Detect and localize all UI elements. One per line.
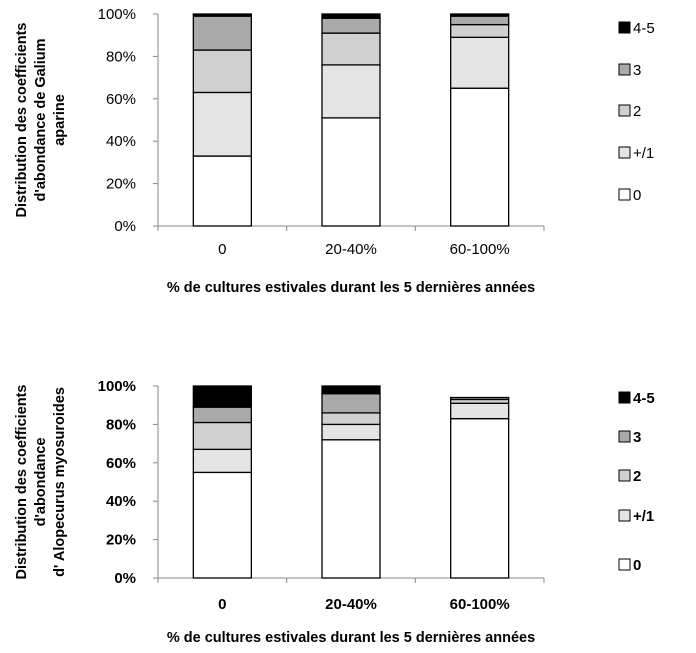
legend-label: 3 (633, 62, 641, 79)
bar-segment (321, 32, 381, 66)
bar-segment (321, 393, 381, 414)
legend-swatch (618, 104, 631, 117)
legend-swatch (618, 469, 631, 482)
legend-swatch (618, 509, 631, 522)
legend-label: 4-5 (633, 390, 655, 407)
legend-swatch (618, 63, 631, 76)
legend-label: 0 (633, 187, 641, 204)
y-tick-label: 100% (98, 6, 136, 23)
legend-label: 2 (633, 468, 641, 485)
legend-label: 3 (633, 429, 641, 446)
legend-label: 2 (633, 103, 641, 120)
bar-segment (192, 91, 252, 157)
bar-segment (192, 385, 252, 408)
bar-segment (450, 417, 510, 579)
x-axis-label: % de cultures estivales durant les 5 der… (167, 280, 535, 296)
bar-segment (192, 406, 252, 424)
y-tick-label: 0% (114, 218, 136, 235)
chart-galium-aparine: 0% 20% 40% 60% 80% 100% 0 20-40% 60-100% % de cul… (14, 6, 655, 296)
bar-segment (450, 15, 510, 26)
bar-segment (192, 15, 252, 51)
legend-swatch (618, 188, 631, 201)
bar-segment (450, 36, 510, 89)
bar-segment (192, 13, 252, 17)
chart-alopecurus-myosuroides: 0% 20% 40% 60% 80% 100% 0 20-40% 60-100% % de cul… (14, 378, 655, 646)
bar-segment (321, 385, 381, 395)
legend-swatch (618, 430, 631, 443)
y-axis-label: Distribution des coefficients (14, 385, 30, 580)
y-tick-label: 60% (106, 455, 136, 472)
bar-segment (321, 117, 381, 227)
y-tick-label: 80% (106, 416, 136, 433)
bar-segment (192, 49, 252, 94)
bar-segment (450, 396, 510, 401)
bar-segment (321, 17, 381, 34)
y-axis-label: d'abondance (33, 438, 49, 527)
bar-segment (450, 402, 510, 420)
legend-label: 0 (633, 557, 641, 574)
legend-label: +/1 (633, 508, 654, 525)
y-tick-label: 20% (106, 532, 136, 549)
x-tick-label: 0 (218, 241, 226, 258)
bar-segment (321, 439, 381, 579)
x-tick-label: 20-40% (325, 596, 377, 613)
bar-segment (321, 412, 381, 426)
bar-segment (321, 13, 381, 19)
legend-swatch (618, 391, 631, 404)
legend-swatch (618, 146, 631, 159)
bar-segment (450, 13, 510, 17)
x-tick-label: 0 (218, 596, 226, 613)
y-tick-label: 80% (106, 48, 136, 65)
y-tick-label: 20% (106, 176, 136, 193)
bar-segment (192, 471, 252, 579)
bar-segment (192, 155, 252, 227)
y-tick-label: 40% (106, 133, 136, 150)
legend-swatch (618, 558, 631, 571)
x-tick-label: 60-100% (450, 596, 510, 613)
y-axis-label: Distribution des coefficients (14, 23, 30, 218)
legend-swatch (618, 21, 631, 34)
y-axis-label: aparine (52, 94, 68, 146)
x-tick-label: 60-100% (450, 241, 510, 258)
y-tick-label: 40% (106, 493, 136, 510)
bar-segment (321, 423, 381, 441)
x-tick-label: 20-40% (325, 241, 377, 258)
y-tick-label: 0% (114, 570, 136, 587)
y-tick-label: 60% (106, 91, 136, 108)
y-axis-label: d' Alopecurus myosuroides (52, 387, 68, 577)
x-axis-label: % de cultures estivales durant les 5 der… (167, 630, 535, 646)
bar-segment (192, 448, 252, 474)
bar-segment (450, 87, 510, 227)
bar-segment (321, 64, 381, 119)
legend-label: +/1 (633, 145, 654, 162)
y-tick-label: 100% (98, 378, 136, 395)
bar-segment (192, 421, 252, 451)
bar-segment (450, 23, 510, 38)
legend-label: 4-5 (633, 20, 655, 37)
y-axis-label: d'abondance de Galium (33, 39, 49, 202)
